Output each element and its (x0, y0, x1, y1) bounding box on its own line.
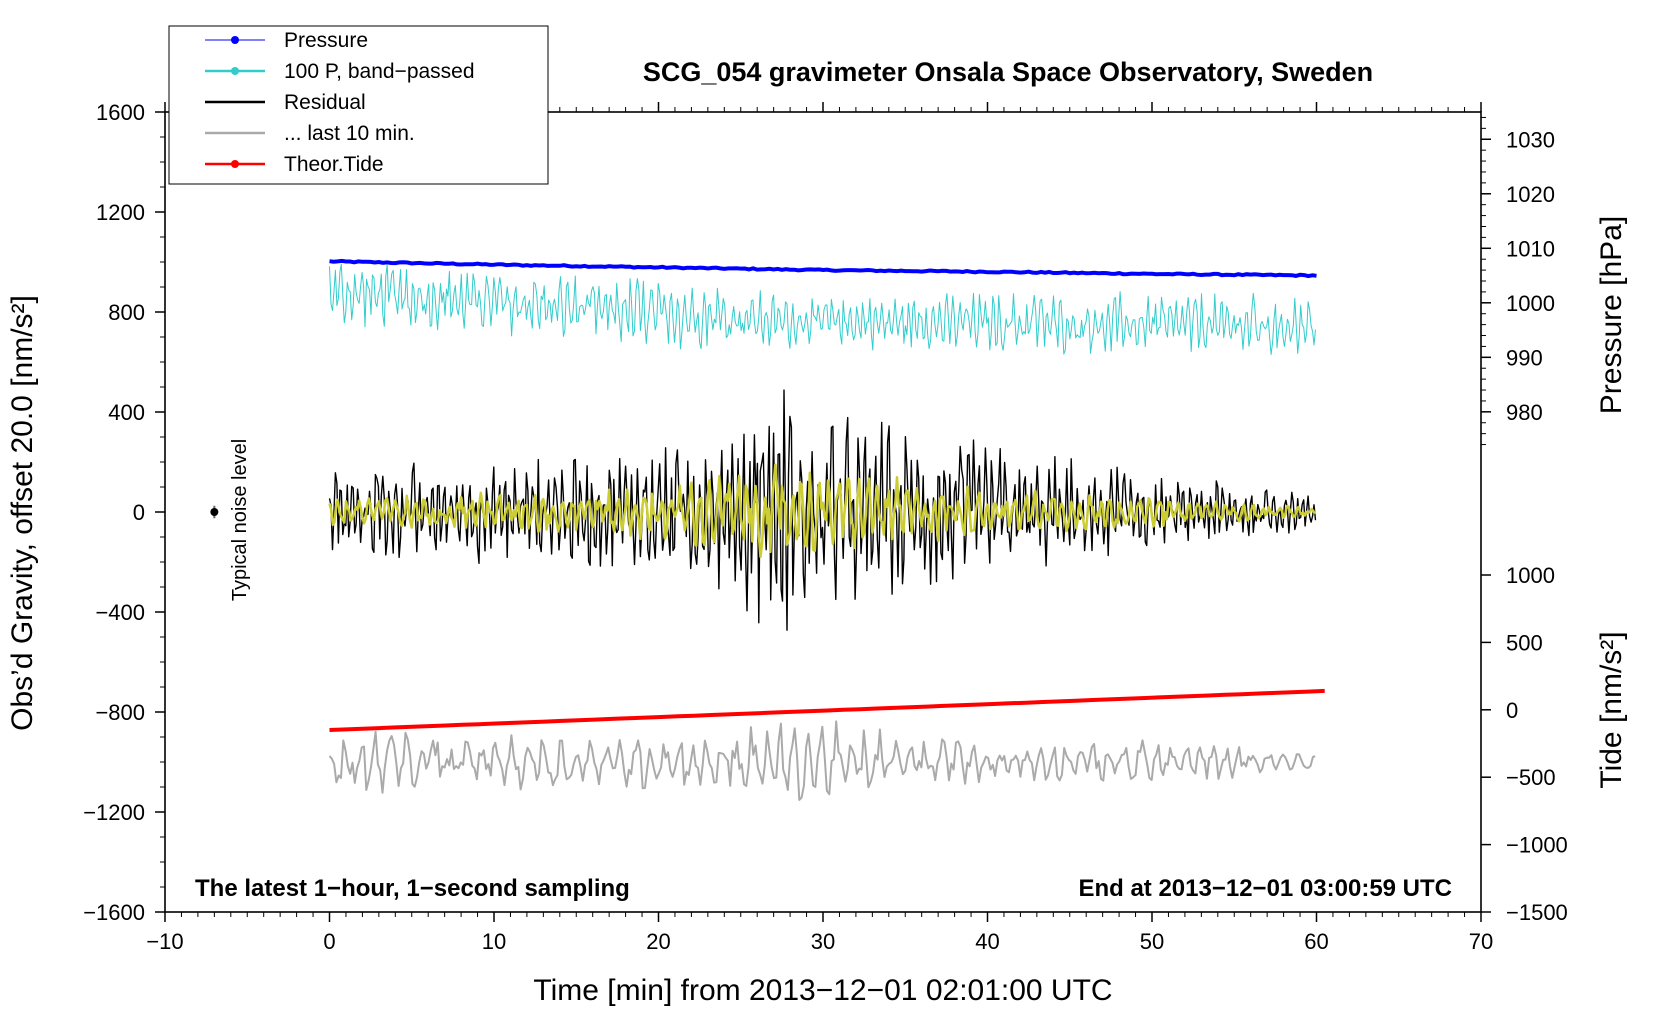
ticks-layer (155, 102, 1491, 922)
y-tick-label-left: 1600 (96, 100, 145, 125)
legend: Pressure 100 P, band−passed Residual ... la… (168, 25, 549, 185)
x-tick-label: 70 (1469, 929, 1493, 954)
series-pressure-bandpassed (329, 263, 1316, 355)
y-tick-label-left: 800 (108, 300, 145, 325)
x-tick-label: 0 (323, 929, 335, 954)
y-tick-label-tide: 0 (1506, 698, 1518, 723)
legend-marker (231, 67, 239, 75)
noise-level-marker (210, 505, 219, 519)
series-last-10-min (328, 720, 1316, 801)
legend-marker (231, 36, 239, 44)
y-tick-label-left: −400 (95, 600, 145, 625)
series-layer (328, 258, 1325, 801)
legend-label: Residual (284, 91, 366, 114)
legend-label: Theor.Tide (284, 153, 384, 176)
legend-marker (231, 160, 239, 168)
y-tick-label-tide: 500 (1506, 630, 1543, 655)
y-tick-label-tide: −500 (1506, 765, 1556, 790)
legend-label: Pressure (284, 29, 368, 52)
y-tick-label-left: 1200 (96, 200, 145, 225)
x-tick-label: 40 (975, 929, 999, 954)
y-tick-label-pressure: 1020 (1506, 182, 1555, 207)
y-tick-label-left: 400 (108, 400, 145, 425)
x-tick-label: 50 (1140, 929, 1164, 954)
y-axis-title-left: Obs’d Gravity, offset 20.0 [nm/s²] (6, 295, 39, 731)
y-tick-label-pressure: 1010 (1506, 236, 1555, 261)
noise-level-label: Typical noise level (229, 439, 251, 601)
y-tick-label-left: −1200 (83, 800, 145, 825)
series-residual-smoothed (328, 463, 1316, 559)
y-tick-label-pressure: 980 (1506, 400, 1543, 425)
x-axis-title: Time [min] from 2013−12−01 02:01:00 UTC (533, 974, 1112, 1007)
chart-title: SCG_054 gravimeter Onsala Space Observat… (643, 57, 1373, 87)
legend-label: ... last 10 min. (284, 122, 415, 145)
series-theoretical-tide (329, 688, 1325, 732)
y-tick-label-tide: 1000 (1506, 563, 1555, 588)
x-tick-label: 10 (482, 929, 506, 954)
noise-point (210, 508, 219, 516)
sampling-note: The latest 1−hour, 1−second sampling (195, 875, 630, 902)
y-tick-label-left: −800 (95, 700, 145, 725)
y-tick-label-tide: −1500 (1506, 900, 1568, 925)
y-tick-label-pressure: 1030 (1506, 127, 1555, 152)
y-tick-label-left: 0 (133, 500, 145, 525)
labels-layer: −10 0 10 20 30 40 50 60 70−1600−1200−800−4000400… (83, 100, 1568, 954)
y-tick-label-pressure: 1000 (1506, 291, 1555, 316)
x-tick-label: −10 (146, 929, 183, 954)
y-tick-label-tide: −1000 (1506, 833, 1568, 858)
x-tick-label: 30 (811, 929, 835, 954)
x-tick-label: 60 (1304, 929, 1328, 954)
x-tick-label: 20 (646, 929, 670, 954)
legend-box (168, 25, 549, 185)
legend-label: 100 P, band−passed (284, 60, 475, 83)
y-tick-label-left: −1600 (83, 900, 145, 925)
series-pressure (329, 258, 1317, 279)
y-axis-title-pressure: Pressure [hPa] (1595, 216, 1628, 414)
legend-items: Pressure 100 P, band−passed Residual ... la… (205, 29, 475, 176)
y-axis-title-tide: Tide [nm/s²] (1595, 631, 1628, 788)
y-tick-label-pressure: 990 (1506, 345, 1543, 370)
end-time-note: End at 2013−12−01 03:00:59 UTC (1078, 875, 1452, 902)
